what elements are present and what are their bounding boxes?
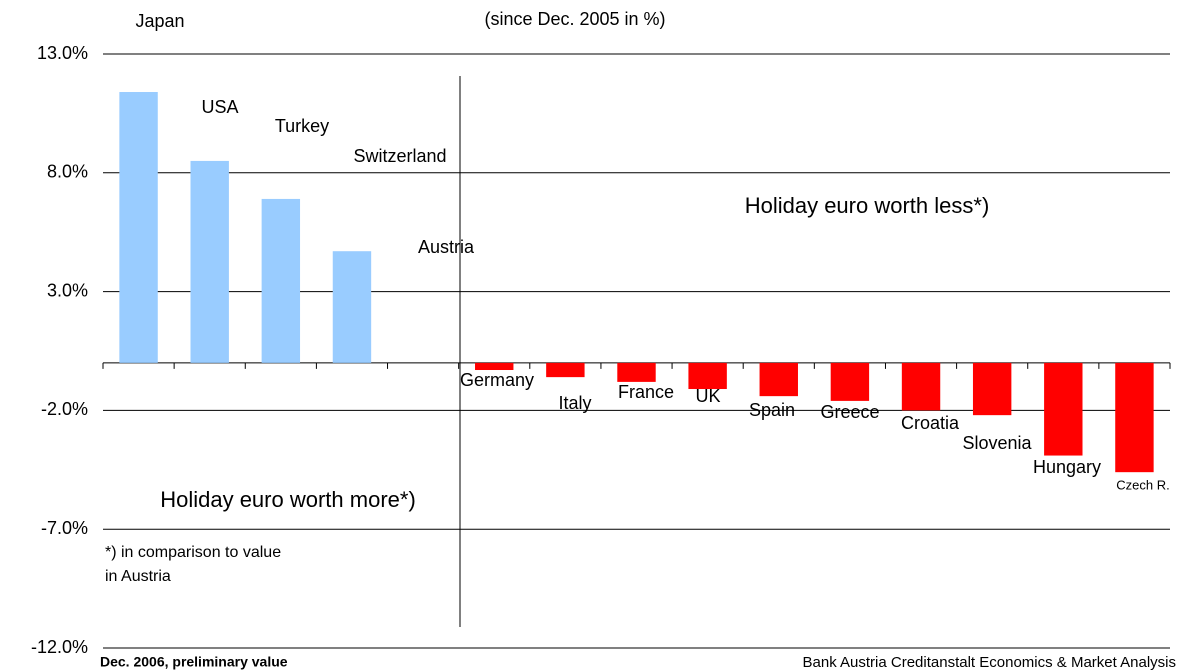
bar bbox=[759, 362, 798, 397]
bar bbox=[190, 160, 229, 363]
footer-right: Bank Austria Creditanstalt Economics & M… bbox=[803, 654, 1177, 671]
y-tick-label: -2.0% bbox=[41, 399, 88, 419]
annotation: Holiday euro worth less*) bbox=[745, 193, 990, 218]
category-label: Germany bbox=[460, 370, 534, 390]
category-label: Greece bbox=[820, 402, 879, 422]
category-label: Croatia bbox=[901, 413, 960, 433]
y-tick-label: -12.0% bbox=[31, 637, 88, 657]
category-label: Switzerland bbox=[353, 146, 446, 166]
bar bbox=[1044, 362, 1083, 456]
category-label: Spain bbox=[749, 400, 795, 420]
category-label: UK bbox=[695, 386, 720, 406]
category-label: Hungary bbox=[1033, 457, 1101, 477]
category-label: Austria bbox=[418, 237, 475, 257]
y-tick-label: -7.0% bbox=[41, 518, 88, 538]
category-label: Italy bbox=[558, 393, 591, 413]
bar bbox=[617, 362, 656, 382]
bar bbox=[475, 362, 514, 371]
category-label: Slovenia bbox=[962, 433, 1032, 453]
category-label: France bbox=[618, 382, 674, 402]
category-label: Japan bbox=[135, 11, 184, 31]
bar bbox=[119, 92, 158, 363]
annotation: Holiday euro worth more*) bbox=[160, 487, 416, 512]
bar bbox=[830, 362, 870, 401]
y-tick-label: 8.0% bbox=[47, 162, 88, 182]
y-tick-label: 3.0% bbox=[47, 280, 88, 300]
category-label: Czech R. bbox=[1116, 477, 1169, 492]
footnote: in Austria bbox=[105, 568, 171, 585]
bar bbox=[688, 362, 727, 390]
y-tick-label: 13.0% bbox=[37, 43, 88, 63]
category-label: USA bbox=[201, 97, 238, 117]
category-label: Turkey bbox=[275, 116, 329, 136]
bar bbox=[261, 198, 301, 363]
footer-left: Dec. 2006, preliminary value bbox=[100, 654, 288, 670]
footnote: *) in comparison to value bbox=[105, 544, 281, 561]
bar bbox=[1115, 362, 1154, 473]
bar bbox=[972, 362, 1012, 416]
chart-subtitle: (since Dec. 2005 in %) bbox=[484, 9, 665, 29]
bar bbox=[332, 251, 372, 363]
bar bbox=[901, 362, 941, 411]
bar bbox=[546, 362, 585, 378]
